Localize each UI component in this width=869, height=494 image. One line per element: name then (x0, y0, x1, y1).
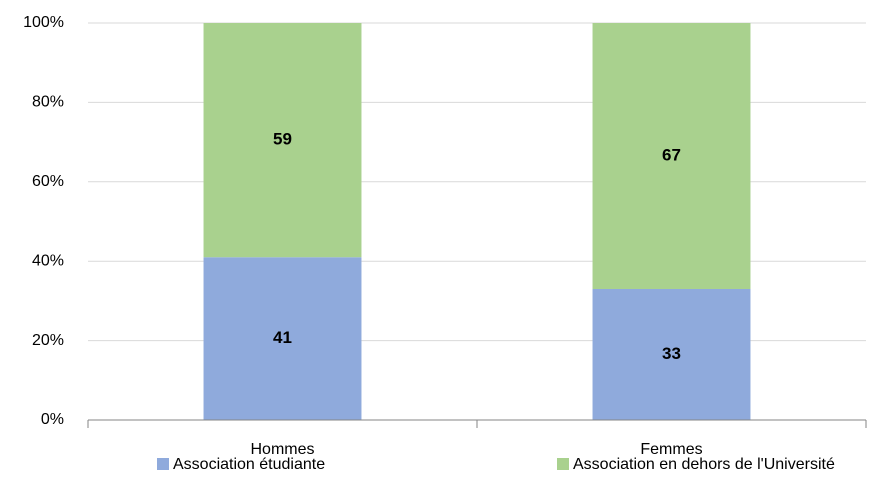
bar-segment (203, 257, 362, 420)
y-tick-label: 100% (23, 14, 64, 31)
bar-segment (592, 23, 751, 289)
legend-swatch (557, 458, 569, 470)
data-label: 59 (273, 130, 292, 149)
legend-label: Association en dehors de l'Université (573, 456, 835, 473)
data-label: 67 (662, 145, 681, 164)
x-tick-label: Hommes (250, 441, 314, 458)
legend-label: Association étudiante (173, 456, 325, 473)
bar-segment (592, 288, 751, 420)
y-tick-label: 60% (32, 173, 64, 190)
bar-segment (203, 23, 362, 258)
legend-swatch (157, 458, 169, 470)
y-tick-label: 40% (32, 252, 64, 269)
y-tick-label: 20% (32, 332, 64, 349)
x-tick-label: Femmes (640, 441, 702, 458)
data-label: 33 (662, 344, 681, 363)
y-tick-label: 0% (41, 411, 64, 428)
data-label: 41 (273, 328, 292, 347)
y-tick-label: 80% (32, 94, 64, 111)
